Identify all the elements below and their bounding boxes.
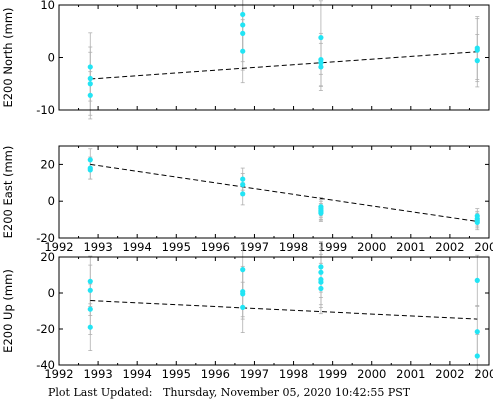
data-point-up-1 <box>87 287 93 293</box>
x-tick-label-up-2001: 2001 <box>396 367 425 381</box>
data-point-up-11 <box>318 279 324 285</box>
data-point-north-6 <box>240 30 246 36</box>
data-point-up-8 <box>318 264 324 270</box>
x-tick-label-up-1994: 1994 <box>123 367 152 381</box>
panel-east: 1992 1993 1994 1995 1996 1997 1998 1999 2000 2001… <box>1 145 493 254</box>
x-tick-label-up-1992: 1992 <box>44 367 73 381</box>
x-tick-label-up-1999: 1999 <box>318 367 347 381</box>
y-tick-label-up--20: -20 <box>36 322 55 336</box>
y-axis-label-up: E200 Up (mm) <box>1 269 15 353</box>
x-tick-label-up-1993: 1993 <box>83 367 112 381</box>
panel-north: -10 0 10 E200 North (mm) <box>1 0 490 120</box>
y-tick-label-east-20: 20 <box>40 157 55 171</box>
x-tick-label-up-1998: 1998 <box>279 367 308 381</box>
data-point-north-8 <box>318 34 324 41</box>
panel-up: 1992 1993 1994 1995 1996 1997 1998 1999 2000 2001… <box>1 241 493 381</box>
plot-frame-north <box>58 4 490 111</box>
y-tick-label-up--40: -40 <box>36 358 55 372</box>
footer-label: Plot Last Updated: <box>48 386 153 399</box>
plot-updated-footer: Plot Last Updated: Thursday, November 05… <box>48 386 410 399</box>
x-tick-label-east-2002: 2002 <box>435 240 464 254</box>
x-tick-label-up-2000: 2000 <box>357 367 386 381</box>
data-point-up-7 <box>240 304 246 310</box>
y-tick-label-north-10: 10 <box>40 0 55 12</box>
trend-line-north <box>90 51 478 80</box>
data-point-up-13 <box>474 277 480 283</box>
x-tick-label-east-1996: 1996 <box>201 240 230 254</box>
y-tick-label-up-0: 0 <box>48 286 55 300</box>
x-tick-label-up-2002: 2002 <box>435 367 464 381</box>
data-point-up-6 <box>240 291 246 297</box>
data-point-east-4 <box>240 182 246 188</box>
y-tick-label-east--20: -20 <box>36 231 55 245</box>
data-point-north-13 <box>474 47 480 53</box>
data-point-east-14 <box>474 219 480 225</box>
data-point-north-1 <box>87 75 93 82</box>
data-point-up-12 <box>318 285 324 292</box>
x-tick-label-east-1997: 1997 <box>240 240 269 254</box>
x-tick-label-up-1995: 1995 <box>162 367 191 381</box>
data-point-north-4 <box>240 11 246 18</box>
data-point-up-2 <box>87 306 93 312</box>
x-tick-label-east-2000: 2000 <box>357 240 386 254</box>
data-point-north-5 <box>240 22 246 28</box>
plot-frame-east <box>58 145 490 239</box>
data-point-north-10 <box>318 60 324 66</box>
data-point-up-15 <box>474 353 480 359</box>
x-tick-label-east-2001: 2001 <box>396 240 425 254</box>
x-tick-label-up-1997: 1997 <box>240 367 269 381</box>
x-tick-label-east-2003: 2003 <box>474 240 493 254</box>
trend-line-east <box>90 163 478 222</box>
data-point-east-0 <box>87 157 93 163</box>
data-point-up-14 <box>474 329 480 335</box>
x-tick-label-up-2003: 2003 <box>474 367 493 381</box>
trend-line-up <box>90 300 478 320</box>
data-point-north-11 <box>318 64 324 70</box>
x-tick-label-east-1994: 1994 <box>123 240 152 254</box>
data-point-up-9 <box>318 269 324 275</box>
x-tick-label-east-1993: 1993 <box>83 240 112 254</box>
data-point-east-5 <box>240 191 246 197</box>
data-point-north-7 <box>240 48 246 54</box>
data-point-up-4 <box>240 267 246 273</box>
x-tick-label-east-1995: 1995 <box>162 240 191 254</box>
plot-frame-up <box>58 256 490 366</box>
data-point-north-3 <box>87 92 93 98</box>
x-tick-label-up-1996: 1996 <box>201 367 230 381</box>
y-axis-label-north: E200 North (mm) <box>1 7 15 107</box>
data-point-east-10 <box>318 210 324 216</box>
footer-timestamp: Thursday, November 05, 2020 10:42:55 PST <box>162 386 411 399</box>
data-point-east-3 <box>240 176 246 182</box>
data-point-up-0 <box>87 278 93 284</box>
data-point-north-2 <box>87 81 93 87</box>
data-point-north-14 <box>474 58 480 64</box>
x-tick-label-east-1998: 1998 <box>279 240 308 254</box>
y-axis-label-east: E200 East (mm) <box>1 146 15 239</box>
data-point-east-2 <box>87 167 93 173</box>
data-point-up-3 <box>87 324 93 330</box>
y-tick-label-east-0: 0 <box>48 194 55 208</box>
y-tick-label-north--10: -10 <box>36 103 55 117</box>
y-tick-label-up-20: 20 <box>40 250 55 264</box>
x-tick-label-east-1992: 1992 <box>44 240 73 254</box>
y-tick-label-north-0: 0 <box>48 51 55 65</box>
x-tick-label-east-1999: 1999 <box>318 240 347 254</box>
data-point-north-0 <box>87 64 93 70</box>
